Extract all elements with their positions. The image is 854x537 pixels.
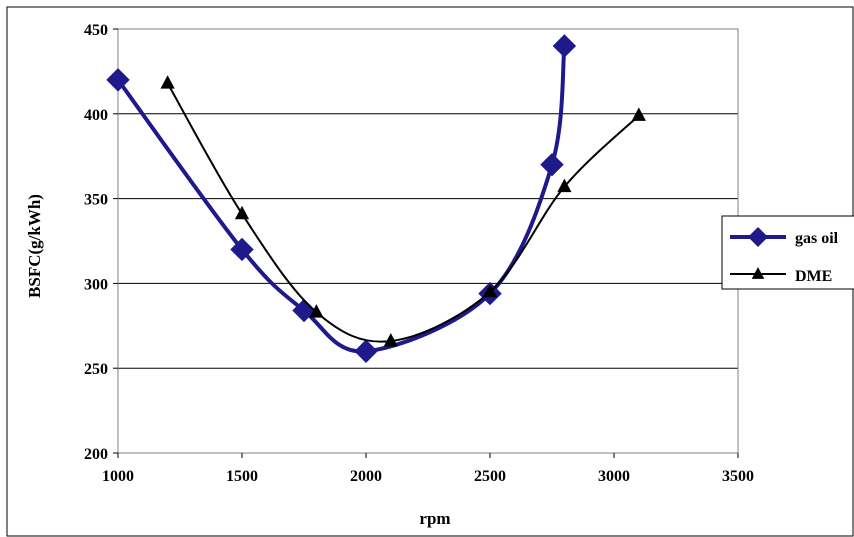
x-tick-label: 3500 xyxy=(722,468,754,485)
x-tick-label: 2500 xyxy=(474,468,506,485)
y-tick-label: 400 xyxy=(84,107,108,124)
legend-marker-diamond xyxy=(748,227,768,247)
data-point-gas-oil xyxy=(106,68,130,92)
x-axis-label: rpm xyxy=(419,509,450,528)
legend-marker-triangle xyxy=(751,267,765,279)
data-point-dme xyxy=(160,75,175,89)
data-point-gas-oil xyxy=(230,237,254,262)
y-tick-label: 300 xyxy=(84,276,108,293)
x-axis-ticks: 1000 1500 2000 2500 3000 3500 xyxy=(102,453,754,485)
legend-label-gas-oil: gas oil xyxy=(795,230,839,247)
y-axis-ticks: 200 250 300 350 400 450 xyxy=(84,22,118,463)
data-point-dme xyxy=(309,304,324,318)
y-tick-label: 350 xyxy=(84,192,108,209)
x-tick-label: 1000 xyxy=(102,468,134,485)
x-tick-label: 1500 xyxy=(226,468,258,485)
legend-label-dme: DME xyxy=(795,268,832,285)
data-point-gas-oil xyxy=(552,34,577,58)
plot-area-border xyxy=(117,28,739,454)
data-point-dme xyxy=(383,332,398,347)
series-dme xyxy=(160,75,646,347)
data-point-dme xyxy=(631,107,646,121)
data-point-dme xyxy=(234,205,250,220)
y-tick-label: 450 xyxy=(84,22,108,39)
series-layer xyxy=(106,34,646,363)
y-tick-label: 250 xyxy=(84,361,108,378)
y-axis-label: BSFC(g/kWh) xyxy=(25,194,44,298)
data-point-dme xyxy=(557,178,572,193)
x-tick-label: 3000 xyxy=(598,468,630,485)
x-tick-label: 2000 xyxy=(350,468,382,485)
legend-box xyxy=(721,215,854,290)
legend: gas oil DME xyxy=(721,215,854,290)
y-tick-label: 200 xyxy=(84,446,108,463)
data-point-gas-oil xyxy=(354,339,378,363)
grid-lines xyxy=(118,28,738,369)
data-point-dme xyxy=(482,283,498,298)
data-point-gas-oil xyxy=(540,152,564,177)
series-line-dme xyxy=(166,82,640,343)
